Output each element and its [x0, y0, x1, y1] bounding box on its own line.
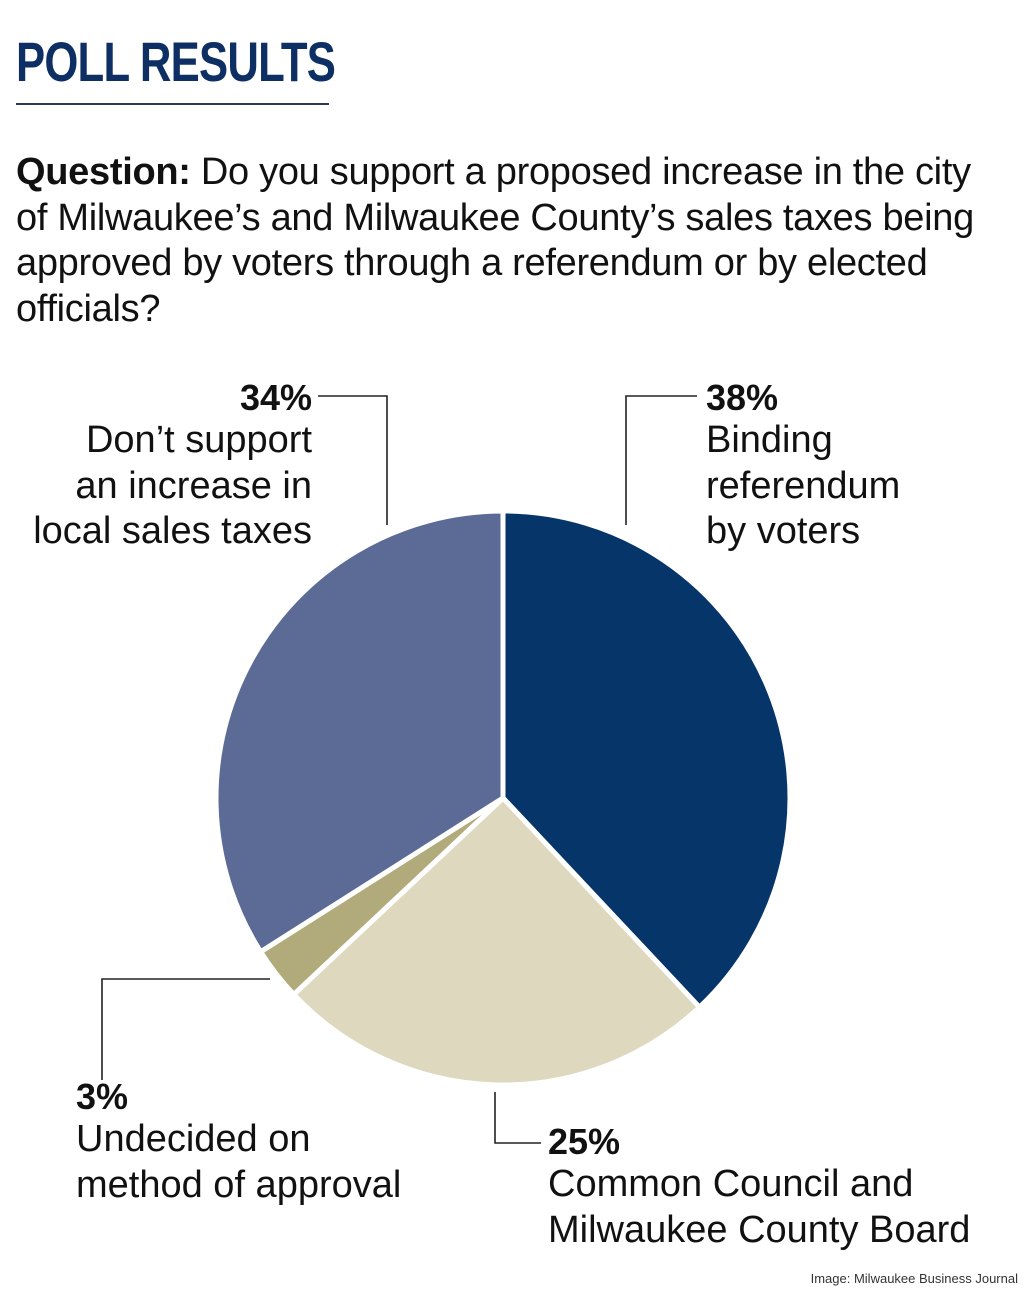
label-binding: 38% Binding referendum by voters [706, 378, 900, 555]
label-dont-support-pct: 34% [239, 377, 312, 418]
label-dont-support: 34% Don’t support an increase in local s… [33, 378, 312, 555]
leader-dont-support [318, 395, 388, 525]
label-binding-text: Binding referendum by voters [706, 419, 901, 552]
label-council: 25% Common Council and Milwaukee County … [548, 1122, 970, 1253]
chart-title: POLL RESULTS [16, 30, 336, 93]
title-divider [16, 103, 329, 105]
label-council-pct: 25% [548, 1121, 621, 1162]
image-credit: Image: Milwaukee Business Journal [810, 1271, 1018, 1286]
question-text: Question: Do you support a proposed incr… [16, 150, 976, 332]
question-label: Question: [16, 151, 191, 193]
label-dont-support-text: Don’t support an increase in local sales… [33, 419, 312, 552]
label-binding-pct: 38% [706, 377, 779, 418]
slice-council [291, 795, 702, 1088]
label-undecided-pct: 3% [76, 1076, 129, 1117]
question-body: Do you support a proposed increase in th… [16, 151, 974, 330]
label-council-text: Common Council and Milwaukee County Boar… [548, 1163, 971, 1251]
leader-binding [625, 395, 697, 525]
label-undecided: 3% Undecided on method of approval [76, 1077, 401, 1208]
leader-undecided [101, 978, 270, 1080]
slice-binding [500, 508, 793, 1010]
slice-dont-support [213, 508, 506, 955]
label-undecided-text: Undecided on method of approval [76, 1118, 402, 1206]
leader-council [494, 1092, 541, 1144]
